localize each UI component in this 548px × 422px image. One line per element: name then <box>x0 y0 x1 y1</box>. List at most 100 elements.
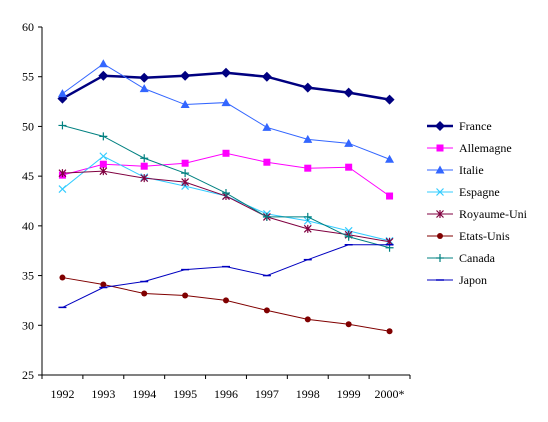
y-tick-label: 60 <box>22 20 34 34</box>
legend-entry: Allemagne <box>427 141 512 155</box>
legend-label: Royaume-Uni <box>459 207 528 221</box>
data-point <box>58 185 67 193</box>
data-point <box>221 98 231 107</box>
legend-marker <box>436 188 444 196</box>
legend-label: Allemagne <box>459 141 512 155</box>
data-point <box>303 134 313 143</box>
data-point <box>345 163 353 171</box>
x-tick-label: 1999 <box>337 387 361 401</box>
y-tick-label: 25 <box>22 368 34 382</box>
y-tick-label: 45 <box>22 169 34 183</box>
data-point <box>100 281 107 288</box>
data-point <box>140 154 149 163</box>
x-tick-label: 1992 <box>50 387 74 401</box>
data-point <box>181 169 190 178</box>
data-point <box>99 132 108 141</box>
x-tick-label: 2000* <box>375 387 405 401</box>
x-tick-label: 1995 <box>173 387 197 401</box>
legend-entry: France <box>427 119 492 133</box>
data-point <box>344 232 353 241</box>
data-point <box>386 192 394 200</box>
y-tick-label: 40 <box>22 219 34 233</box>
data-point <box>181 159 189 167</box>
data-point <box>180 100 190 109</box>
data-point <box>99 167 108 176</box>
data-point <box>139 72 150 83</box>
data-point <box>344 138 354 147</box>
x-tick-label: 1994 <box>132 387 156 401</box>
data-point <box>222 189 230 198</box>
data-point <box>141 290 148 297</box>
data-point <box>343 87 354 98</box>
data-point <box>140 174 149 183</box>
data-point <box>99 160 107 168</box>
y-tick-label: 30 <box>22 318 34 332</box>
legend-label: Etats-Unis <box>459 229 510 243</box>
data-point <box>99 152 108 161</box>
series-line <box>62 124 390 249</box>
series-line <box>62 277 390 332</box>
y-tick-label: 55 <box>22 70 34 84</box>
series-line <box>62 170 390 243</box>
data-point <box>98 59 108 68</box>
data-point <box>262 212 271 221</box>
x-tick-label: 1998 <box>296 387 320 401</box>
x-tick-label: 1993 <box>91 387 115 401</box>
data-point <box>182 292 189 299</box>
data-point <box>98 70 109 81</box>
legend-label: Canada <box>459 251 496 265</box>
legend-label: Japon <box>459 273 487 287</box>
data-point <box>303 212 312 221</box>
legend-marker <box>435 165 445 174</box>
data-point <box>261 71 272 82</box>
series-line <box>62 63 390 160</box>
data-point <box>180 70 191 81</box>
data-point <box>222 149 230 157</box>
legend-entry: Etats-Unis <box>427 229 510 243</box>
legend-entry: Italie <box>427 163 484 177</box>
data-point <box>181 178 190 187</box>
data-point <box>385 154 395 163</box>
legend-entry: Canada <box>427 251 496 265</box>
series-italie <box>57 59 395 163</box>
data-point <box>303 224 312 233</box>
data-point <box>345 321 352 328</box>
legend-marker <box>436 254 444 262</box>
series-etats-unis <box>59 274 393 335</box>
series-canada <box>58 121 394 252</box>
data-point <box>386 328 393 335</box>
chart-series <box>57 59 395 335</box>
x-tick-label: 1996 <box>214 387 238 401</box>
data-point <box>304 316 311 323</box>
data-point <box>263 158 271 166</box>
data-point <box>140 162 148 170</box>
data-point <box>263 307 270 314</box>
x-tick-label: 1997 <box>255 387 279 401</box>
legend-marker <box>435 121 445 131</box>
legend-marker <box>436 210 444 218</box>
legend-label: France <box>459 119 492 133</box>
data-point <box>384 94 395 105</box>
data-point <box>221 67 231 78</box>
legend-entry: Japon <box>427 273 487 287</box>
chart-axes: 25 30 35 40 45 50 55 60 1992 1993 1994 1995 1996 1997… <box>22 20 411 401</box>
data-point <box>262 122 272 131</box>
data-point <box>302 82 313 93</box>
legend-entry: Royaume-Uni <box>427 207 528 221</box>
y-tick-label: 35 <box>22 269 34 283</box>
legend-marker <box>436 144 444 152</box>
data-point <box>58 169 67 178</box>
legend-label: Italie <box>459 163 484 177</box>
data-point <box>58 121 67 130</box>
chart-legend: France Allemagne Italie Espagne Royaume-Uni E… <box>427 119 528 287</box>
y-tick-label: 50 <box>22 119 34 133</box>
series-japon <box>58 243 394 309</box>
data-point <box>139 84 149 93</box>
legend-marker <box>437 233 443 239</box>
data-point <box>59 274 66 281</box>
legend-label: Espagne <box>459 185 500 199</box>
data-point <box>223 297 229 304</box>
data-point <box>304 164 312 172</box>
data-point <box>57 89 67 98</box>
